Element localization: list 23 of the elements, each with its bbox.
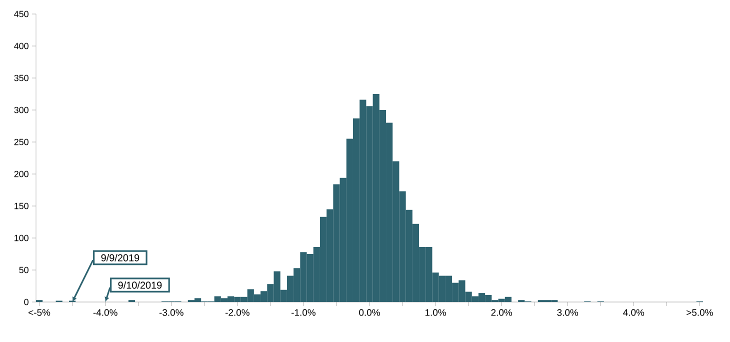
y-tick-label: 100 xyxy=(14,234,28,242)
x-tick-label: -2.0% xyxy=(225,309,250,316)
x-tick-label: -4.0% xyxy=(93,309,118,316)
y-tick-label: 250 xyxy=(14,138,28,146)
x-tick-label: 0.0% xyxy=(359,309,380,316)
y-tick-label: 50 xyxy=(19,266,28,274)
x-tick-label: 2.0% xyxy=(491,309,512,316)
x-tick-label: 4.0% xyxy=(623,309,644,316)
x-tick-label: 3.0% xyxy=(557,309,578,316)
x-tick-label: -1.0% xyxy=(292,309,316,316)
y-tick-label: 0 xyxy=(24,298,28,306)
y-tick-label: 200 xyxy=(14,170,28,178)
y-tick-label: 150 xyxy=(14,202,28,210)
x-tick-label: <-5% xyxy=(28,309,50,316)
y-tick-label: 450 xyxy=(14,10,28,18)
annotation: 9/9/2019 xyxy=(101,254,140,262)
x-tick-label: 1.0% xyxy=(425,309,446,316)
x-tick-label: -3.0% xyxy=(159,309,184,316)
y-tick-label: 350 xyxy=(14,74,28,82)
annotation: 9/10/2019 xyxy=(118,281,162,289)
x-tick-label: >5.0% xyxy=(686,309,713,316)
y-tick-label: 400 xyxy=(14,42,28,50)
y-tick-label: 300 xyxy=(14,106,28,114)
